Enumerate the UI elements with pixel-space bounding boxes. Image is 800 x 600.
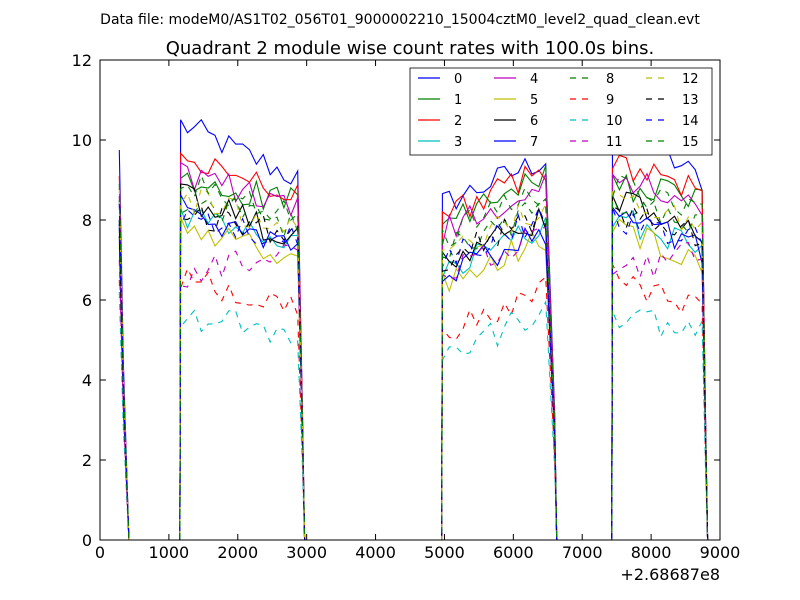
x-tick-label: 0 bbox=[95, 543, 105, 562]
y-tick-label: 10 bbox=[72, 131, 92, 150]
legend-label-6: 6 bbox=[530, 114, 538, 129]
series-line-4 bbox=[118, 161, 709, 541]
x-tick-label: 6000 bbox=[493, 543, 534, 562]
legend-label-1: 1 bbox=[454, 93, 462, 108]
series-line-11 bbox=[118, 226, 709, 541]
series-line-6 bbox=[118, 183, 709, 541]
series-line-14 bbox=[118, 203, 709, 541]
x-tick-label: 5000 bbox=[424, 543, 465, 562]
x-tick-label: 4000 bbox=[355, 543, 396, 562]
x-tick-label: 7000 bbox=[562, 543, 603, 562]
legend-label-4: 4 bbox=[530, 72, 538, 87]
series-line-8 bbox=[118, 194, 709, 541]
y-tick-label: 4 bbox=[82, 371, 92, 390]
series-line-9 bbox=[118, 264, 709, 541]
legend-label-8: 8 bbox=[606, 72, 614, 87]
series-line-13 bbox=[118, 204, 709, 541]
y-tick-label: 6 bbox=[82, 291, 92, 310]
legend-label-10: 10 bbox=[606, 114, 623, 129]
legend-label-2: 2 bbox=[454, 114, 462, 129]
legend-label-5: 5 bbox=[530, 93, 538, 108]
chart-suptitle: Data file: modeM0/AS1T02_056T01_90000022… bbox=[100, 12, 700, 28]
x-tick-label: 9000 bbox=[700, 543, 741, 562]
y-tick-label: 12 bbox=[72, 51, 92, 70]
chart-title: Quadrant 2 module wise count rates with … bbox=[166, 38, 655, 59]
y-tick-label: 8 bbox=[82, 211, 92, 230]
series-layer bbox=[118, 118, 709, 541]
series-line-3 bbox=[118, 207, 709, 541]
series-line-10 bbox=[118, 291, 709, 541]
series-line-5 bbox=[118, 217, 709, 541]
y-tick-label: 0 bbox=[82, 531, 92, 550]
x-tick-label: 3000 bbox=[286, 543, 327, 562]
legend-label-15: 15 bbox=[682, 135, 699, 150]
legend-label-11: 11 bbox=[606, 135, 623, 150]
legend-label-13: 13 bbox=[682, 93, 699, 108]
legend-label-3: 3 bbox=[454, 135, 462, 150]
x-tick-label: 1000 bbox=[149, 543, 190, 562]
legend-label-9: 9 bbox=[606, 93, 614, 108]
plot-frame bbox=[99, 59, 721, 541]
y-tick-label: 2 bbox=[82, 451, 92, 470]
ticks-layer: 0 1000 2000 3000 4000 5000 6000 7000 8000 9000 0 2 4… bbox=[72, 51, 741, 562]
x-offset-label: +2.68687e8 bbox=[620, 565, 720, 584]
x-tick-label: 2000 bbox=[217, 543, 258, 562]
legend-label-14: 14 bbox=[682, 114, 699, 129]
legend-label-0: 0 bbox=[454, 72, 462, 87]
x-tick-label: 8000 bbox=[631, 543, 672, 562]
legend-label-12: 12 bbox=[682, 72, 699, 87]
legend-label-7: 7 bbox=[530, 135, 538, 150]
series-line-15 bbox=[118, 173, 709, 541]
